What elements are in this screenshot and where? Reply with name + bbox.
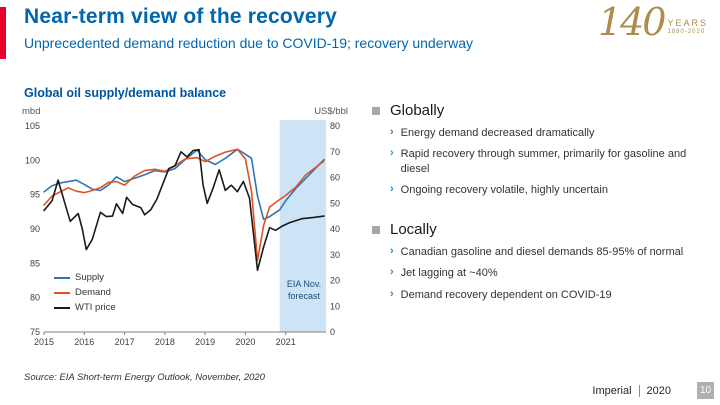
x-tick-label: 2016 [74, 337, 94, 347]
chart-legend: Supply Demand WTI price [54, 272, 116, 317]
logo-years-label: YEARS [667, 18, 708, 29]
bullet-column: Globally › Energy demand decreased dramati… [372, 102, 706, 309]
chevron-icon: › [390, 287, 394, 300]
series-line-wti-price [43, 148, 325, 271]
legend-item: WTI price [54, 302, 116, 313]
footer-year: 2020 [646, 384, 671, 397]
right-tick-label: 0 [330, 327, 335, 337]
legend-swatch [54, 276, 70, 279]
bullet-text: Demand recovery dependent on COVID-19 [400, 288, 612, 301]
footer-divider [638, 384, 640, 397]
left-tick-label: 95 [30, 190, 40, 200]
anniversary-logo: 140 YEARS 1880-2020 [597, 0, 708, 44]
chart-title: Global oil supply/demand balance [24, 86, 227, 100]
chevron-icon: › [390, 147, 394, 160]
header: Near-term view of the recovery Unprecede… [24, 5, 624, 51]
square-bullet-icon [372, 106, 380, 115]
x-tick-label: 2019 [195, 337, 215, 347]
source-note: Source: EIA Short-term Energy Outlook, N… [24, 372, 265, 383]
left-tick-label: 100 [25, 155, 40, 165]
section-header: Locally [372, 221, 706, 238]
x-tick-label: 2015 [34, 337, 54, 347]
legend-swatch [54, 306, 70, 309]
legend-label: WTI price [75, 302, 116, 313]
bullet-item: › Canadian gasoline and diesel demands 85… [390, 245, 706, 259]
x-tick-label: 2017 [115, 337, 135, 347]
left-tick-label: 105 [25, 121, 40, 131]
left-tick-label: 75 [30, 327, 40, 337]
slide-title: Near-term view of the recovery [24, 5, 337, 28]
x-tick-label: 2018 [155, 337, 175, 347]
forecast-label: EIA Nov. forecast [286, 279, 322, 302]
bullet-item: › Demand recovery dependent on COVID-19 [390, 288, 706, 302]
logo-side-text: YEARS 1880-2020 [667, 18, 708, 38]
chart-panel: Global oil supply/demand balance mbd US$… [16, 86, 362, 386]
left-tick-label: 90 [30, 224, 40, 234]
bullet-item: › Energy demand decreased dramatically [390, 126, 706, 140]
bullet-text: Energy demand decreased dramatically [400, 127, 595, 139]
left-axis-unit-label: mbd [22, 106, 41, 117]
bullet-item: › Jet lagging at ~40% [390, 266, 706, 280]
bullet-item: › Rapid recovery through summer, primaril… [390, 147, 706, 176]
legend-label: Supply [75, 272, 105, 283]
bullet-item: › Ongoing recovery volatile, highly uncer… [390, 183, 706, 197]
chevron-icon: › [390, 245, 394, 258]
legend-item: Supply [54, 272, 116, 283]
right-tick-label: 50 [330, 198, 340, 208]
section-header-label: Locally [390, 221, 437, 239]
line-chart: 2015 2016 2017 2018 2019 2020 2021 75 80 85 90 95 10… [25, 120, 340, 347]
x-tick-label: 2021 [276, 337, 296, 347]
left-tick-label: 80 [30, 293, 40, 303]
bullet-text: Ongoing recovery volatile, highly uncert… [400, 183, 608, 196]
chevron-icon: › [390, 126, 394, 138]
bullet-text: Canadian gasoline and diesel demands 85-… [400, 246, 684, 259]
logo-number: 140 [597, 0, 667, 44]
forecast-band [279, 120, 326, 332]
right-tick-label: 40 [330, 224, 340, 234]
right-tick-label: 20 [330, 276, 340, 286]
right-tick-label: 30 [330, 250, 340, 260]
x-tick-label: 2020 [235, 337, 255, 347]
right-tick-label: 70 [330, 147, 340, 157]
slide-subtitle: Unprecedented demand reduction due to CO… [24, 35, 474, 51]
footer: Imperial 2020 10 [592, 382, 714, 399]
right-tick-label: 80 [330, 121, 340, 131]
legend-label: Demand [75, 287, 111, 298]
legend-swatch [54, 291, 70, 294]
chevron-icon: › [390, 182, 394, 195]
legend-item: Demand [54, 287, 116, 298]
title-accent-bar [0, 7, 6, 59]
footer-brand: Imperial [592, 384, 632, 397]
bullet-text: Rapid recovery through summer, primarily… [400, 148, 687, 175]
chevron-icon: › [390, 266, 394, 279]
right-axis-unit-label: US$/bbl [314, 106, 348, 117]
logo-year-range: 1880-2020 [667, 29, 706, 36]
page-number: 10 [697, 382, 714, 399]
bullet-text: Jet lagging at ~40% [400, 267, 498, 280]
section-header: Globally [372, 102, 706, 119]
series-line-demand [43, 148, 325, 262]
right-tick-label: 10 [330, 301, 340, 311]
left-tick-label: 85 [30, 258, 40, 268]
square-bullet-icon [372, 225, 380, 234]
right-tick-label: 60 [330, 173, 340, 183]
section-header-label: Globally [390, 102, 445, 119]
